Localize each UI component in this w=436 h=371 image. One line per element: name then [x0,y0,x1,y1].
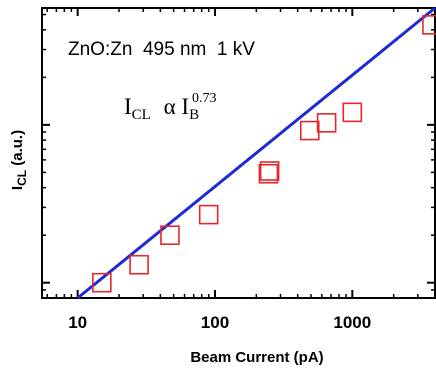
data-point [342,102,363,123]
x-axis-label: Beam Current (pA) [190,349,323,366]
formula-lhs: I [124,94,132,119]
data-point [198,204,219,225]
x-tick-label: 1000 [333,313,371,332]
formula-rhs: I [181,94,189,119]
fit-line [76,6,436,300]
formula-operator: α [164,94,176,119]
axes [41,7,436,299]
chart-annotation: ZnO:Zn 495 nm 1 kV [68,39,255,60]
svg-text:ICL α IB: ICL α IB [124,94,199,123]
data-point [92,272,112,293]
plot-frame [41,7,436,299]
formula-rhs-sub: B [189,107,199,123]
tick-labels: 10 100 1000 [68,313,371,332]
y-axis-label-sub: CL [15,170,29,186]
fit-line-layer [76,6,436,300]
y-axis-label-main: I [9,186,26,190]
data-point [316,113,337,133]
data-point [259,161,280,181]
formula-lhs-sub: CL [132,107,151,123]
x-tick-label: 100 [201,313,229,332]
data-point [160,225,180,245]
data-point [422,15,436,35]
y-axis-label-suffix: (a.u.) [9,130,26,170]
data-points [92,15,436,293]
data-point [299,120,320,141]
x-tick-label: 10 [68,313,87,332]
y-axis-label: ICL (a.u.) [9,130,29,190]
data-point [258,163,279,184]
data-point [129,254,149,275]
fit-formula: ICL α IB 0.73 [124,91,217,123]
formula-exponent: 0.73 [192,91,217,106]
